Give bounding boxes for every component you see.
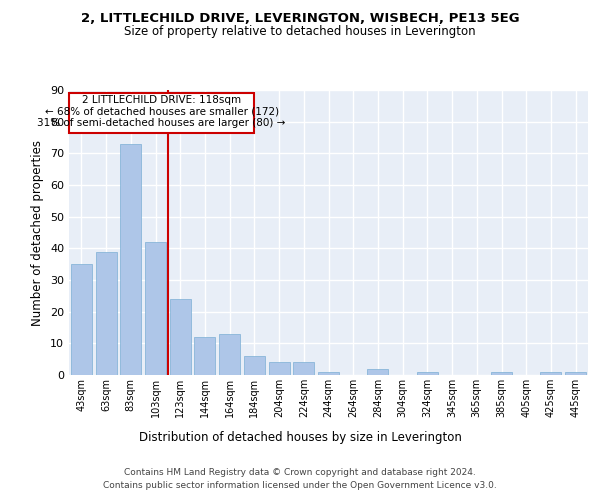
Text: Contains HM Land Registry data © Crown copyright and database right 2024.: Contains HM Land Registry data © Crown c… [124, 468, 476, 477]
Bar [219, 334, 240, 375]
Bar [120, 144, 141, 375]
Bar [244, 356, 265, 375]
Text: Size of property relative to detached houses in Leverington: Size of property relative to detached ho… [124, 25, 476, 38]
Bar [293, 362, 314, 375]
Bar [269, 362, 290, 375]
Text: 2, LITTLECHILD DRIVE, LEVERINGTON, WISBECH, PE13 5EG: 2, LITTLECHILD DRIVE, LEVERINGTON, WISBE… [80, 12, 520, 26]
Bar [71, 264, 92, 375]
Bar [367, 368, 388, 375]
Bar [194, 337, 215, 375]
Bar [491, 372, 512, 375]
Bar [565, 372, 586, 375]
Text: ← 68% of detached houses are smaller (172): ← 68% of detached houses are smaller (17… [44, 106, 279, 117]
Text: Contains public sector information licensed under the Open Government Licence v3: Contains public sector information licen… [103, 480, 497, 490]
Bar [541, 372, 562, 375]
Bar [145, 242, 166, 375]
Text: 31% of semi-detached houses are larger (80) →: 31% of semi-detached houses are larger (… [37, 118, 286, 128]
Y-axis label: Number of detached properties: Number of detached properties [31, 140, 44, 326]
Bar [170, 299, 191, 375]
Text: Distribution of detached houses by size in Leverington: Distribution of detached houses by size … [139, 431, 461, 444]
Bar [417, 372, 438, 375]
Text: 2 LITTLECHILD DRIVE: 118sqm: 2 LITTLECHILD DRIVE: 118sqm [82, 95, 241, 105]
FancyBboxPatch shape [69, 93, 254, 132]
Bar [95, 252, 116, 375]
Bar [318, 372, 339, 375]
